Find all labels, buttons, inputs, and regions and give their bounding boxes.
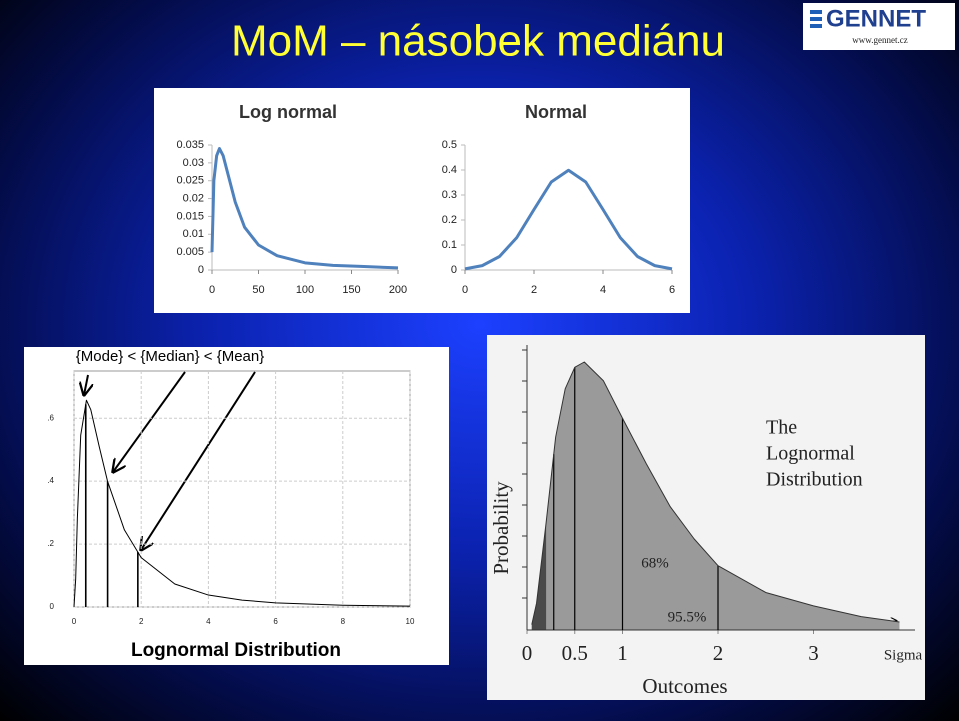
y-tick-label: 0	[198, 264, 204, 276]
y-tick-label: .4	[47, 476, 54, 485]
x-tick-label: 0.5	[562, 641, 588, 665]
y-tick-label: 0.4	[442, 164, 457, 176]
annotation: 95.5%	[668, 609, 707, 625]
annotation: 68%	[641, 555, 669, 571]
logo-box	[803, 3, 955, 50]
y-tick-label: .2	[47, 539, 54, 548]
line	[210, 147, 399, 270]
y-tick-label: 0.01	[183, 228, 204, 240]
y-tick-label: .6	[47, 413, 54, 422]
y-tick-label: 0.02	[183, 192, 204, 204]
y-tick-label: 0.035	[176, 139, 204, 151]
y-tick-label: 0.005	[176, 246, 204, 258]
slide-title: MoM – násobek mediánu	[231, 17, 725, 66]
y-tick-label: 0.025	[176, 175, 204, 187]
x-tick-label: 3	[808, 641, 819, 665]
line	[531, 361, 900, 625]
logo-url: www.gennet.cz	[852, 35, 907, 45]
y-tick-label: 0	[451, 264, 457, 276]
line	[464, 168, 673, 271]
x-tick-label: 2	[531, 284, 537, 296]
chart-title: Log normal	[239, 102, 337, 122]
panel	[24, 347, 449, 665]
chart-title: Lognormal	[766, 443, 855, 465]
chart-title: Normal	[525, 102, 587, 122]
panel	[154, 88, 690, 313]
x-tick-label: 8	[341, 617, 346, 626]
x-axis-label: Outcomes	[642, 674, 727, 698]
area-tail	[531, 522, 547, 630]
y-axis-label: Probability	[489, 481, 513, 575]
x-tick-label: 0	[72, 617, 77, 626]
x-tick-label: 0	[462, 284, 468, 296]
x-tick-label: 50	[252, 284, 264, 296]
logo-icon	[810, 17, 822, 21]
x-axis-label: Lognormal Distribution	[131, 640, 341, 661]
x-tick-label: 4	[600, 284, 606, 296]
line	[73, 399, 411, 608]
arrow	[141, 371, 256, 550]
x-tick-label: 1	[617, 641, 628, 665]
x-tick-label: 6	[669, 284, 675, 296]
x-tick-label: 0	[209, 284, 215, 296]
y-tick-label: 0.03	[183, 157, 204, 169]
x-tick-label: 200	[389, 284, 407, 296]
y-tick-label: 0.015	[176, 210, 204, 222]
x-tick-label: 2	[139, 617, 144, 626]
chart-title: Distribution	[766, 469, 863, 491]
logo-icon	[810, 10, 822, 14]
arrow	[113, 371, 186, 472]
x-axis-end-label: Sigma	[884, 647, 923, 663]
chart-title: The	[766, 417, 797, 439]
logo-name: GENNET	[826, 5, 926, 32]
chart-title: {Mode} < {Median} < {Mean}	[76, 348, 265, 365]
logo-icon	[810, 24, 822, 28]
y-tick-label: 0.5	[442, 139, 457, 151]
x-tick-label: 4	[206, 617, 211, 626]
arrow	[84, 374, 88, 395]
x-tick-label: 0	[522, 641, 533, 665]
x-tick-label: 150	[342, 284, 360, 296]
x-tick-label: 10	[406, 617, 415, 626]
y-tick-label: 0.2	[442, 214, 457, 226]
x-tick-label: 6	[273, 617, 278, 626]
y-tick-label: 0.3	[442, 189, 457, 201]
x-tick-label: 2	[713, 641, 724, 665]
y-tick-label: 0	[50, 602, 55, 611]
area	[531, 362, 900, 630]
x-tick-label: 100	[296, 284, 314, 296]
y-tick-label: 0.1	[442, 239, 457, 251]
